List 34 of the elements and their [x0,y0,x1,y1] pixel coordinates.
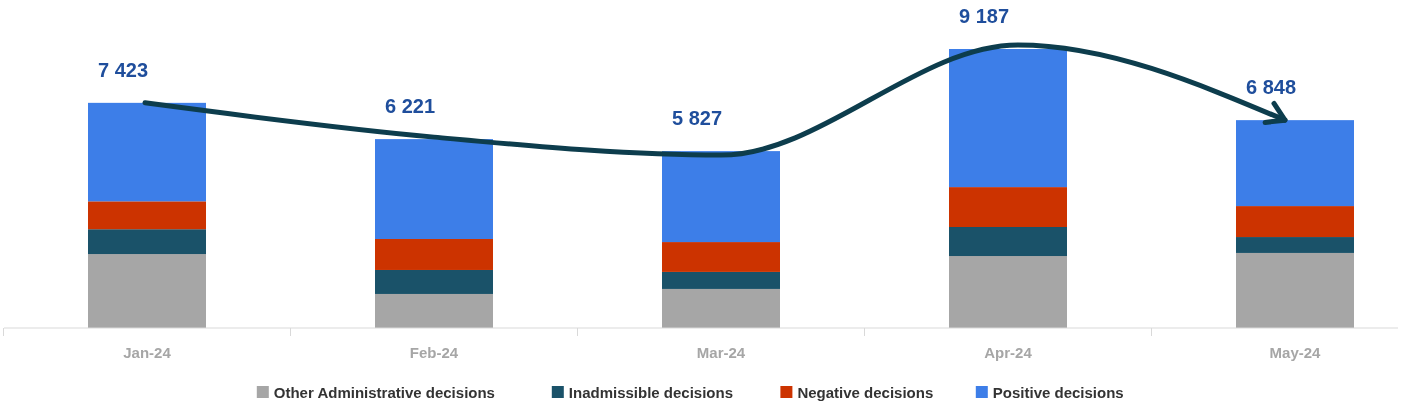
bar [375,293,493,328]
legend-label: Inadmissible decisions [568,384,734,401]
annotation: 6 221 [384,95,436,118]
bar [949,49,1067,188]
bar [662,288,780,328]
bar [88,102,206,202]
legend-label: Positive decisions [992,384,1124,401]
bar [88,254,206,328]
x-tick-label: Jan-24 [123,344,172,361]
bar [1236,252,1354,328]
annotation: 7 423 [97,58,149,81]
x-tick-label: May-24 [1269,344,1322,361]
bar [375,269,493,294]
bar [662,271,780,289]
bar [88,201,206,230]
bar [949,227,1067,257]
x-tick-label: Mar-24 [696,344,746,361]
bar [662,242,780,272]
x-tick-label: Apr-24 [984,344,1033,361]
x-tick-label: Feb-24 [409,344,459,361]
annotation: 5 827 [671,107,723,130]
bar [1236,120,1354,207]
bar [1236,206,1354,238]
annotation: 9 187 [958,5,1010,27]
bar [375,239,493,270]
annotation: 6 848 [1245,76,1297,99]
bar [375,139,493,239]
bar [1236,237,1354,253]
bar [662,151,780,243]
bar [88,229,206,255]
legend-label: Negative decisions [797,384,934,401]
bar [949,256,1067,328]
bar [949,187,1067,227]
legend-label: Other Administrative decisions [273,384,495,401]
